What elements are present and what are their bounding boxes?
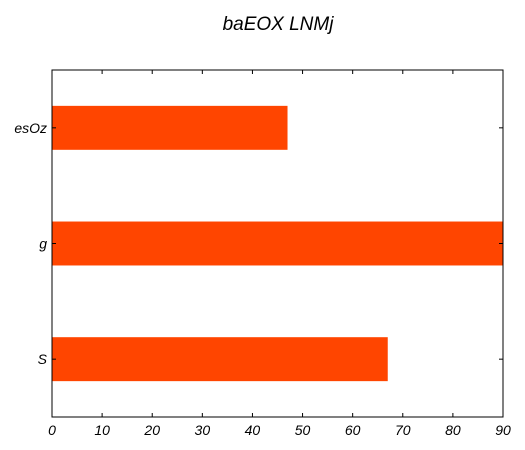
- x-tick-label: 40: [245, 422, 261, 438]
- x-tick-label: 10: [94, 422, 110, 438]
- x-tick-label: 20: [143, 422, 160, 438]
- x-tick-label: 30: [195, 422, 211, 438]
- y-tick-label: esOz: [14, 120, 47, 136]
- bar-S: [52, 337, 388, 382]
- x-tick-label: 0: [48, 422, 56, 438]
- y-tick-label: g: [39, 236, 47, 252]
- x-tick-label: 80: [445, 422, 461, 438]
- y-tick-label: S: [38, 351, 48, 367]
- plot-frame: [51, 69, 504, 418]
- bars-layer: [52, 105, 503, 382]
- x-tick-label: 60: [345, 422, 361, 438]
- chart-title: baEOX LNMj: [223, 14, 335, 35]
- ticks-layer: Sg esOz 0 10 20 30 40 50 60 70 80 90: [14, 70, 511, 438]
- bar-esOz: [52, 105, 288, 150]
- x-tick-label: 50: [295, 422, 311, 438]
- bar-g: [52, 221, 503, 266]
- x-tick-label: 90: [495, 422, 511, 438]
- x-tick-label: 70: [395, 422, 411, 438]
